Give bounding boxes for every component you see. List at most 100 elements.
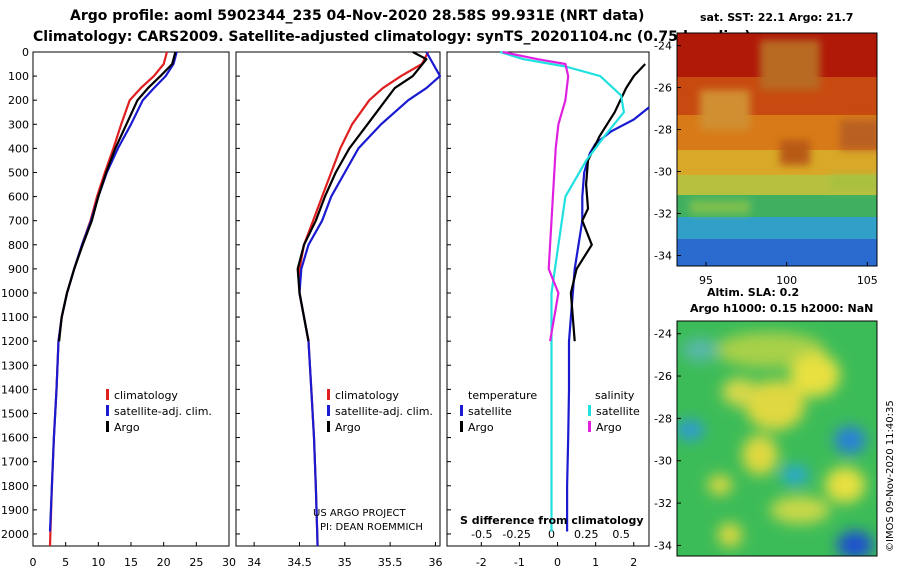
salinity-legend: climatology satellite-adj. clim. Argo US… [313,389,433,533]
legend-argo: Argo [114,421,140,434]
map-lat-tick-label: -34 [654,250,672,263]
depth-tick-label: 1300 [1,359,29,372]
depth-tick-label: 500 [8,166,29,179]
depth-tick-label: 1600 [1,432,29,445]
legend-swatch-argo [327,421,330,432]
sla-map-title: Altim. SLA: 0.2 [707,286,799,299]
map-lat-tick-label: -24 [654,328,672,341]
legend-t-satellite: satellite [468,405,512,418]
difference-temp-tick-label: 1 [592,556,599,569]
depth-tick-label: 400 [8,142,29,155]
temperature-x-tick-label: 0 [30,556,37,569]
temperature-x-tick-label: 20 [157,556,171,569]
salinity-x-tick-label: 34 [247,556,261,569]
difference-temp-tick-label: 0 [554,556,561,569]
temperature-series-satellite [48,51,178,532]
sla-map-subtitle: Argo h1000: 0.15 h2000: NaN [690,302,873,315]
map-lon-tick-label: 105 [857,274,878,287]
salinity-series-climatology [298,51,430,547]
legend-swatch-satellite [327,405,330,416]
sla-map-axes: -24 -26 -28 -30 -32 -34 [654,328,681,552]
profile-curves [48,50,650,547]
difference-legend: temperature salinity satellite Argo sate… [460,389,644,527]
salinity-x-tick-label: 35.5 [378,556,403,569]
map-lat-tick-label: -28 [654,124,672,137]
title-line2: Climatology: CARS2009. Satellite-adjuste… [33,29,751,45]
salinity-series-argo [296,51,428,342]
legend-swatch-s-satellite [588,405,591,416]
project-credit: US ARGO PROJECT [313,508,407,519]
difference-sal-tick-label: 0.5 [612,528,630,541]
temperature-x-tick-label: 30 [222,556,236,569]
legend-swatch-climatology [327,389,330,400]
map-lat-tick-label: -30 [654,455,672,468]
depth-tick-label: 1200 [1,335,29,348]
imos-credit: ©IMOS 09-Nov-2020 11:40:35 [885,400,896,552]
legend-salinity-heading: salinity [595,389,635,402]
depth-tick-label: 1500 [1,407,29,420]
salinity-x-tick-label: 36 [428,556,442,569]
salinity-panel [235,51,441,547]
depth-tick-label: 300 [8,118,29,131]
depth-tick-label: 200 [8,94,29,107]
temperature-series-climatology [48,51,168,547]
depth-tick-label: 2000 [1,528,29,541]
legend-t-argo: Argo [468,421,494,434]
map-lat-tick-label: -26 [654,370,672,383]
difference-sal-tick-label: 0.25 [574,528,599,541]
legend-swatch-s-argo [588,421,591,432]
difference-sal-tick-label: -0.5 [471,528,492,541]
legend-s-argo: Argo [596,421,622,434]
salinity-series-satellite [298,51,442,547]
depth-tick-label: 1100 [1,311,29,324]
difference-xlabel: S difference from climatology [460,514,644,527]
depth-axis: 0 100 200 300 400 500 600 700 800 900 1000 1100 1200… [1,46,451,541]
difference-temp-tick-label: 2 [630,556,637,569]
legend-swatch-t-argo [460,421,463,432]
salinity-x-tick-label: 35 [338,556,352,569]
difference-sal-tick-label: -0.25 [502,528,530,541]
legend-s-satellite: satellite [596,405,640,418]
temperature-x-tick-label: 15 [124,556,138,569]
depth-tick-label: 100 [8,70,29,83]
difference-panel [446,51,650,547]
legend-swatch-t-satellite [460,405,463,416]
legend-argo: Argo [335,421,361,434]
depth-tick-label: 800 [8,239,29,252]
map-lat-tick-label: -32 [654,208,672,221]
temperature-x-tick-label: 5 [62,556,69,569]
depth-tick-label: 700 [8,215,29,228]
x-axes: 0 5 10 15 20 25 30 34 34.5 35 35.5 36 -2 -1 0 1 2 -0.5 -0.… [30,528,638,569]
depth-tick-label: 0 [22,46,29,59]
map-lat-tick-label: -28 [654,412,672,425]
depth-tick-label: 1000 [1,287,29,300]
difference-sal-tick-label: 0 [548,528,555,541]
difference-series-temperature-argo [569,63,647,342]
sst-map [677,33,877,266]
sla-map [677,321,877,556]
difference-series-salinity-argo [502,50,570,342]
depth-tick-label: 1900 [1,504,29,517]
temperature-series-argo [58,51,177,342]
sst-map-axes: -24 -26 -28 -30 -32 -34 95 100 105 [654,40,878,287]
difference-series-salinity-satellite [499,50,626,532]
depth-tick-label: 900 [8,263,29,276]
temperature-x-tick-label: 10 [91,556,105,569]
legend-temperature-heading: temperature [468,389,537,402]
legend-swatch-argo [106,421,109,432]
map-lat-tick-label: -30 [654,166,672,179]
title-line1: Argo profile: aoml 5902344_235 04-Nov-20… [70,8,644,24]
map-lat-tick-label: -32 [654,497,672,510]
temperature-x-tick-label: 25 [189,556,203,569]
legend-climatology: climatology [335,389,399,402]
legend-satellite: satellite-adj. clim. [335,405,433,418]
difference-temp-tick-label: -2 [476,556,487,569]
depth-tick-label: 1400 [1,383,29,396]
depth-tick-label: 600 [8,191,29,204]
map-lat-tick-label: -26 [654,82,672,95]
sst-map-title: sat. SST: 22.1 Argo: 21.7 [700,11,853,24]
map-lon-tick-label: 100 [776,274,797,287]
pi-credit: PI: DEAN ROEMMICH [320,522,423,533]
salinity-x-tick-label: 34.5 [287,556,312,569]
